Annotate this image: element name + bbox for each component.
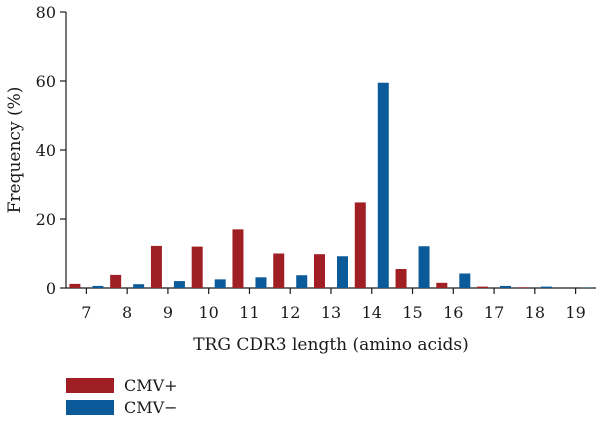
bar-cmv-neg-15 <box>418 246 430 288</box>
bar-cmv-neg-13 <box>337 256 348 288</box>
bar-cmv-neg-10 <box>214 279 226 288</box>
y-tick-label: 0 <box>46 279 56 298</box>
bar-cmv-neg-17 <box>500 285 512 288</box>
x-tick-label: 12 <box>280 303 300 322</box>
bar-cmv-pos-9 <box>150 245 162 288</box>
bar-cmv-pos-8 <box>110 274 122 288</box>
y-tick-label: 40 <box>36 141 56 160</box>
x-axis-title: TRG CDR3 length (amino acids) <box>193 335 469 355</box>
x-tick-label: 17 <box>484 303 504 322</box>
bar-cmv-neg-14 <box>377 82 389 288</box>
legend-swatch-cmv-neg <box>66 399 114 415</box>
legend-label-cmv-neg: CMV− <box>124 397 178 417</box>
bar-cmv-neg-16 <box>459 273 471 288</box>
x-tick-label: 19 <box>565 303 585 322</box>
bar-cmv-neg-12 <box>296 275 308 288</box>
y-tick-label: 80 <box>36 3 56 22</box>
bar-cmv-neg-11 <box>255 277 267 288</box>
y-axis: 0 20 40 60 80 <box>36 3 67 298</box>
bar-cmv-pos-10 <box>191 246 203 288</box>
bar-cmv-pos-7 <box>69 283 81 288</box>
y-tick-label: 60 <box>36 72 56 91</box>
legend-label-cmv-pos: CMV+ <box>124 375 178 395</box>
bar-cmv-pos-12 <box>273 253 285 288</box>
bar-cmv-neg-9 <box>173 281 185 288</box>
bar-cmv-pos-11 <box>232 229 244 288</box>
x-tick-label: 16 <box>443 303 463 322</box>
x-axis: 7 8 9 10 11 12 13 14 15 16 17 18 19 <box>66 287 596 322</box>
x-tick-label: 15 <box>402 303 422 322</box>
bar-cmv-neg-7 <box>92 285 104 288</box>
x-tick-label: 13 <box>321 303 341 322</box>
x-tick-label: 18 <box>525 303 545 322</box>
legend: CMV+ CMV− <box>66 374 178 418</box>
x-tick-label: 10 <box>199 303 219 322</box>
x-tick-label: 8 <box>122 303 132 322</box>
bar-cmv-neg-8 <box>133 284 145 288</box>
bar-cmv-pos-13 <box>314 254 325 288</box>
x-tick-label: 11 <box>239 303 259 322</box>
bar-cmv-pos-14 <box>354 202 366 288</box>
bar-cmv-pos-15 <box>395 269 407 288</box>
bar-cmv-neg-18 <box>540 286 552 288</box>
bar-chart: 0 20 40 60 80 7 8 9 10 11 12 13 14 15 16 17 18 19 Freque… <box>5 3 596 355</box>
x-tick-label: 14 <box>362 303 382 322</box>
x-tick-label: 7 <box>81 303 91 322</box>
legend-swatch-cmv-pos <box>66 377 114 393</box>
bar-cmv-pos-17 <box>477 286 489 288</box>
legend-item-cmv-neg: CMV− <box>66 396 178 418</box>
legend-item-cmv-pos: CMV+ <box>66 374 178 396</box>
x-tick-label: 9 <box>163 303 173 322</box>
bar-cmv-pos-16 <box>436 282 448 288</box>
bar-cmv-pos-18 <box>517 287 529 288</box>
bars <box>69 82 593 288</box>
y-tick-label: 20 <box>36 210 56 229</box>
y-axis-title: Frequency (%) <box>5 87 25 214</box>
